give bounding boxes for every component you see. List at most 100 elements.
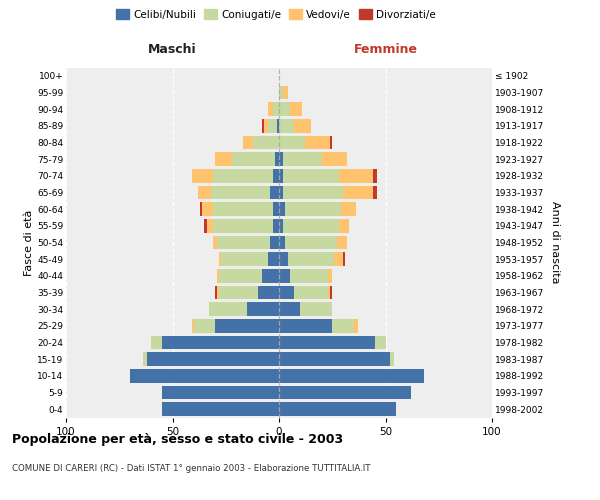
Bar — [337, 236, 347, 250]
Bar — [375, 336, 386, 349]
Bar — [287, 252, 334, 266]
Bar — [373, 186, 377, 200]
Bar — [264, 119, 268, 132]
Bar — [279, 302, 301, 316]
Bar — [279, 319, 332, 332]
Bar — [279, 186, 283, 200]
Y-axis label: Anni di nascita: Anni di nascita — [550, 201, 560, 283]
Bar — [200, 202, 202, 216]
Bar — [279, 369, 424, 382]
Bar — [279, 402, 396, 416]
Bar — [215, 152, 232, 166]
Bar — [232, 152, 275, 166]
Y-axis label: Fasce di età: Fasce di età — [24, 210, 34, 276]
Bar — [209, 302, 247, 316]
Bar — [373, 169, 377, 182]
Bar — [332, 319, 353, 332]
Bar — [341, 202, 356, 216]
Bar — [262, 119, 264, 132]
Bar — [147, 352, 279, 366]
Bar — [151, 336, 162, 349]
Bar — [283, 152, 322, 166]
Bar — [268, 119, 277, 132]
Bar — [283, 169, 338, 182]
Bar — [243, 136, 253, 149]
Bar — [286, 202, 341, 216]
Bar — [279, 202, 286, 216]
Bar — [217, 286, 220, 300]
Bar — [162, 386, 279, 400]
Bar — [290, 269, 328, 282]
Bar — [322, 152, 347, 166]
Bar — [253, 136, 279, 149]
Text: Maschi: Maschi — [148, 43, 197, 56]
Bar — [279, 86, 283, 100]
Bar — [221, 252, 268, 266]
Bar — [268, 252, 279, 266]
Bar — [268, 102, 272, 116]
Bar — [305, 136, 330, 149]
Bar — [271, 186, 279, 200]
Bar — [330, 136, 332, 149]
Legend: Celibi/Nubili, Coniugati/e, Vedovi/e, Divorziati/e: Celibi/Nubili, Coniugati/e, Vedovi/e, Di… — [112, 5, 440, 24]
Bar — [217, 236, 271, 250]
Bar — [279, 119, 294, 132]
Bar — [272, 219, 279, 232]
Bar — [271, 236, 279, 250]
Bar — [247, 302, 279, 316]
Bar — [202, 202, 213, 216]
Bar — [343, 186, 373, 200]
Bar — [279, 386, 411, 400]
Bar — [330, 286, 332, 300]
Bar — [191, 169, 213, 182]
Bar — [328, 286, 330, 300]
Bar — [162, 402, 279, 416]
Bar — [191, 319, 194, 332]
Bar — [198, 186, 211, 200]
Bar — [130, 369, 279, 382]
Bar — [213, 169, 272, 182]
Bar — [390, 352, 394, 366]
Bar — [272, 102, 279, 116]
Bar — [338, 219, 349, 232]
Bar — [343, 252, 345, 266]
Bar — [220, 269, 262, 282]
Bar — [353, 319, 358, 332]
Bar — [220, 252, 221, 266]
Text: Popolazione per età, sesso e stato civile - 2003: Popolazione per età, sesso e stato civil… — [12, 432, 343, 446]
Bar — [215, 319, 279, 332]
Bar — [283, 186, 343, 200]
Bar — [213, 202, 272, 216]
Bar — [277, 119, 279, 132]
Bar — [272, 202, 279, 216]
Bar — [275, 152, 279, 166]
Bar — [279, 219, 283, 232]
Bar — [328, 269, 332, 282]
Bar — [283, 219, 338, 232]
Bar — [338, 169, 373, 182]
Bar — [194, 319, 215, 332]
Bar — [290, 102, 302, 116]
Bar — [301, 302, 332, 316]
Text: Femmine: Femmine — [353, 43, 418, 56]
Bar — [279, 236, 286, 250]
Bar — [283, 86, 287, 100]
Bar — [279, 352, 390, 366]
Bar — [213, 219, 272, 232]
Bar — [206, 219, 213, 232]
Bar — [162, 336, 279, 349]
Bar — [220, 286, 258, 300]
Text: COMUNE DI CARERI (RC) - Dati ISTAT 1° gennaio 2003 - Elaborazione TUTTITALIA.IT: COMUNE DI CARERI (RC) - Dati ISTAT 1° ge… — [12, 464, 371, 473]
Bar — [272, 169, 279, 182]
Bar — [211, 186, 271, 200]
Bar — [215, 286, 217, 300]
Bar — [279, 336, 375, 349]
Bar — [279, 252, 287, 266]
Bar — [262, 269, 279, 282]
Bar — [279, 152, 283, 166]
Bar — [279, 136, 305, 149]
Bar — [258, 286, 279, 300]
Bar — [279, 169, 283, 182]
Bar — [294, 119, 311, 132]
Bar — [143, 352, 147, 366]
